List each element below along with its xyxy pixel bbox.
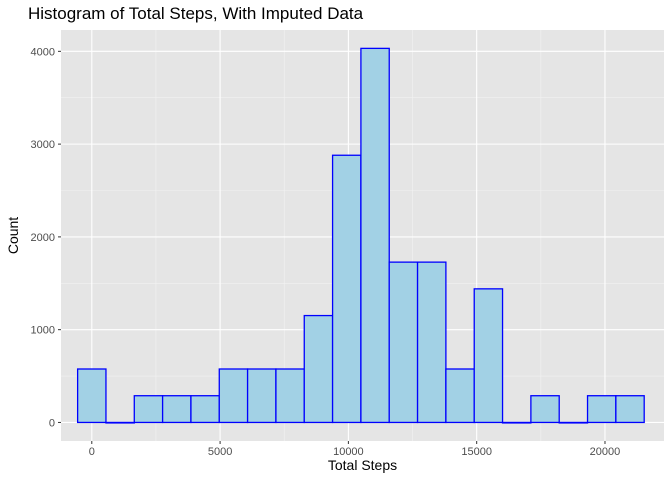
x-tick-label: 15000 — [461, 446, 492, 458]
y-tick-label: 2000 — [31, 232, 55, 244]
histogram-bar — [331, 154, 362, 424]
histogram-bar — [360, 47, 390, 424]
histogram-bar — [416, 261, 447, 424]
x-axis-ticks: 0 5000 10000 15000 20000 — [89, 441, 621, 458]
y-axis-title: Count — [5, 217, 21, 254]
y-tick-label: 4000 — [31, 46, 55, 58]
histogram-bar — [303, 314, 334, 424]
histogram-bar — [246, 368, 277, 424]
y-tick-label: 1000 — [31, 325, 55, 337]
histogram-bar — [76, 368, 107, 424]
x-tick-label: 0 — [89, 446, 95, 458]
histogram-bar — [530, 395, 560, 424]
histogram-bar — [218, 368, 249, 424]
histogram-bar — [275, 368, 305, 424]
x-tick-label: 5000 — [208, 446, 232, 458]
y-tick-label: 0 — [49, 417, 55, 429]
y-tick-label: 3000 — [31, 139, 55, 151]
histogram-bars — [76, 47, 645, 424]
histogram-bar — [133, 395, 164, 424]
histogram-bar — [445, 368, 475, 424]
histogram-bar — [615, 395, 645, 424]
histogram-bar — [105, 421, 135, 424]
chart-title: Histogram of Total Steps, With Imputed D… — [28, 4, 364, 23]
histogram-bar — [473, 288, 504, 424]
histogram-bar — [388, 261, 419, 424]
histogram-bar — [558, 421, 589, 424]
x-tick-label: 20000 — [590, 446, 621, 458]
histogram-bar — [586, 395, 617, 424]
histogram-bar — [501, 421, 532, 424]
histogram-bar — [190, 395, 220, 424]
x-tick-label: 10000 — [333, 446, 364, 458]
y-axis-ticks: 0 1000 2000 3000 4000 — [31, 46, 61, 429]
histogram-bar — [161, 395, 192, 424]
x-axis-title: Total Steps — [328, 457, 397, 473]
